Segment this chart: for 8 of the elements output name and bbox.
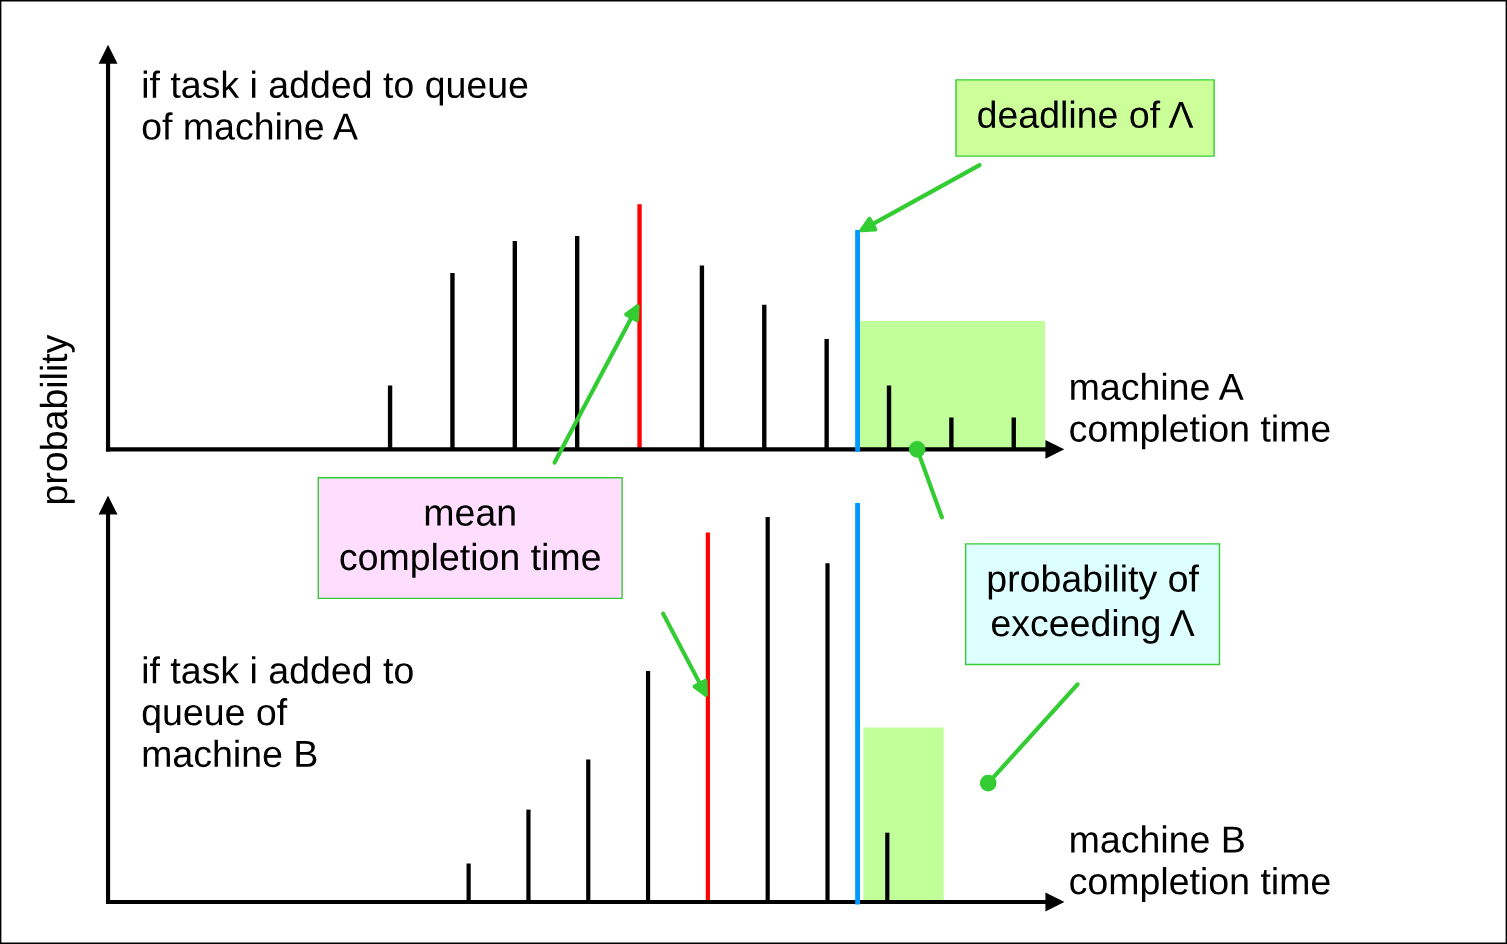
text: if task i added to queue of machine B [142,656,413,768]
x-axis-title: machine A completion time [1070,372,1330,450]
chart-title: if task i added to queue of machine A [142,70,528,140]
text: deadline of Λ [978,100,1194,129]
y-axis-title: probability [39,334,75,504]
text: probability of exceeding Λ [988,564,1199,644]
annotation: mean completion time [340,505,600,578]
x-axis-title: machine B completion time [1070,825,1330,902]
